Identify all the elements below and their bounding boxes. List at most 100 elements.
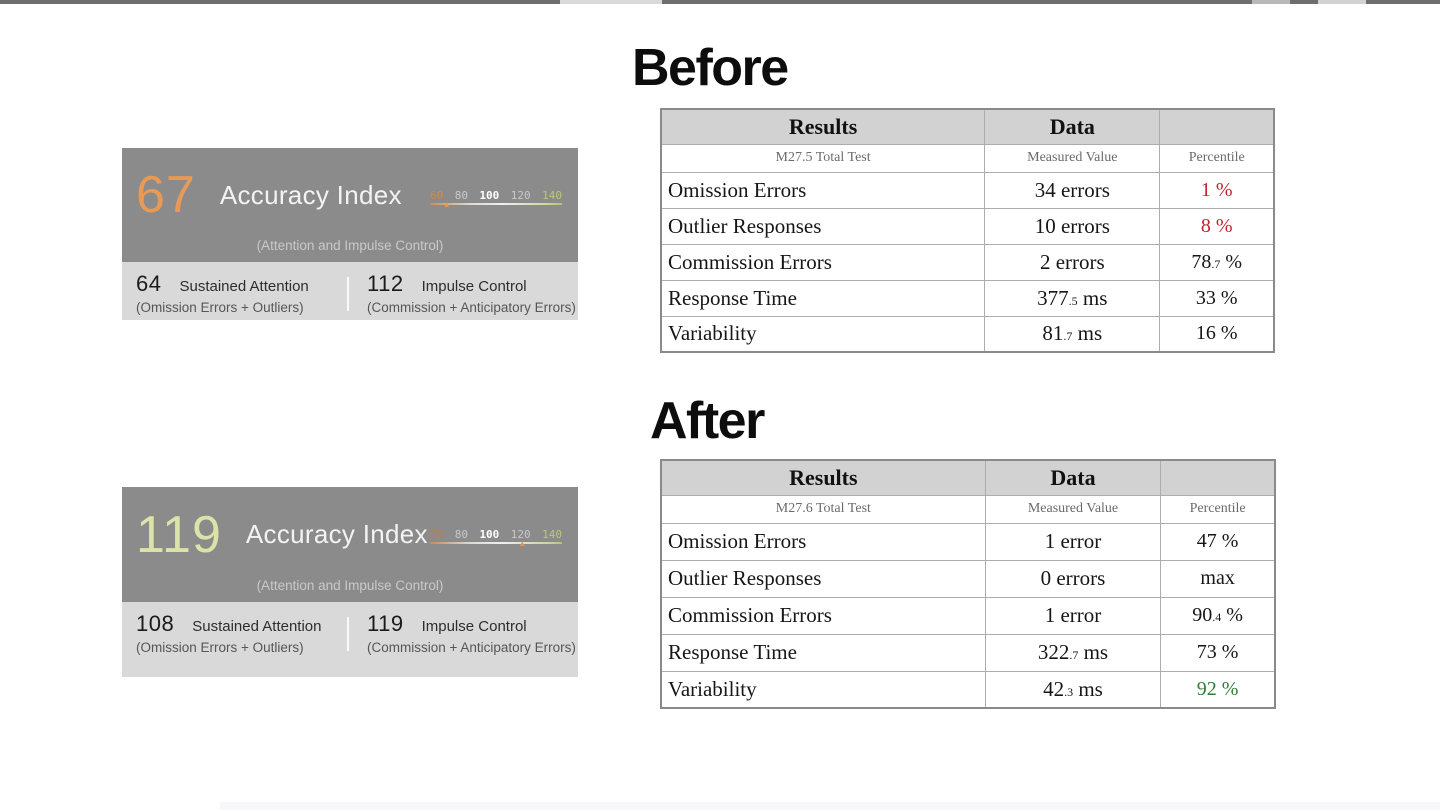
scale-marker-icon: ▲ xyxy=(442,199,451,209)
accuracy-score: 67 xyxy=(136,166,196,224)
sustained-attention-block: 108 Sustained Attention (Omission Errors… xyxy=(122,611,347,677)
progress-segment xyxy=(560,0,662,4)
scale-tick: 100 xyxy=(479,188,500,202)
impulse-control-block: 112 Impulse Control (Commission + Antici… xyxy=(349,271,578,320)
value-unit: errors xyxy=(1051,566,1106,590)
impulse-control-block: 119 Impulse Control (Commission + Antici… xyxy=(349,611,578,677)
table-subheader-row: M27.5 Total Test Measured Value Percenti… xyxy=(660,143,1275,173)
scale-tick: 140 xyxy=(542,188,562,202)
scale-tick: 120 xyxy=(510,188,531,202)
scale-marker-icon: ▲ xyxy=(518,539,527,548)
value-unit: errors xyxy=(1055,213,1110,238)
percentile-unit: % xyxy=(1216,677,1239,700)
accuracy-card-before-substats: 64 Sustained Attention (Omission Errors … xyxy=(122,262,578,320)
accuracy-title: Accuracy Index xyxy=(219,179,402,210)
row-percentile: 92 % xyxy=(1160,670,1276,709)
row-label: Outlier Responses xyxy=(660,207,986,245)
table-row: Omission Errors 34 errors 1 % xyxy=(660,171,1275,209)
subheader-test-name: M27.6 Total Test xyxy=(660,494,986,524)
vertical-divider xyxy=(347,617,349,651)
row-percentile: 16 % xyxy=(1159,315,1275,353)
scale-tick: 140 xyxy=(542,528,562,541)
subheader-percentile: Percentile xyxy=(1159,143,1275,173)
value-unit: ms xyxy=(1072,321,1103,346)
column-header-data: Data xyxy=(984,108,1161,145)
accuracy-card-after-main: 119 Accuracy Index 60 80 100 120 140 ▲ (Atte… xyxy=(122,487,578,602)
column-header-results: Results xyxy=(660,459,986,496)
progress-segment xyxy=(1252,0,1290,4)
impulse-control-detail: (Commission + Anticipatory Errors) xyxy=(367,640,576,655)
row-label: Variability xyxy=(660,670,986,709)
percentile-unit: % xyxy=(1221,604,1243,626)
row-label: Response Time xyxy=(660,279,986,317)
scale-ticks: 60 80 100 120 140 xyxy=(430,529,562,541)
table-row: Commission Errors 2 errors 78.7 % xyxy=(660,243,1275,281)
accuracy-score: 119 xyxy=(136,505,222,564)
percentile-unit: % xyxy=(1210,178,1233,201)
accuracy-card-before: 67 Accuracy Index 60 80 100 120 140 ▲ (Atten… xyxy=(122,148,578,320)
row-value: 42.3 ms xyxy=(984,670,1162,709)
sustained-attention-detail: (Omission Errors + Outliers) xyxy=(136,640,304,655)
subheader-percentile: Percentile xyxy=(1160,494,1276,524)
accuracy-title: Accuracy Index xyxy=(245,519,428,549)
percentile-decimal: .4 xyxy=(1212,610,1222,624)
row-label: Commission Errors xyxy=(660,243,986,281)
sustained-attention-value: 108 xyxy=(136,611,175,636)
row-percentile: 47 % xyxy=(1160,522,1276,561)
column-header-results: Results xyxy=(660,108,986,145)
row-value: 377.5 ms xyxy=(984,279,1161,317)
impulse-control-value: 119 xyxy=(367,611,404,636)
value-decimal: .7 xyxy=(1063,329,1073,344)
row-percentile: 8 % xyxy=(1159,207,1275,245)
row-label: Omission Errors xyxy=(660,171,986,209)
sustained-attention-value: 64 xyxy=(136,271,162,296)
row-label: Omission Errors xyxy=(660,522,986,561)
table-row: Outlier Responses 10 errors 8 % xyxy=(660,207,1275,245)
table-row: Response Time 377.5 ms 33 % xyxy=(660,279,1275,317)
accuracy-scale: 60 80 100 120 140 ▲ xyxy=(430,186,562,208)
row-label: Variability xyxy=(660,315,986,353)
video-progress-bar[interactable] xyxy=(0,0,1440,4)
row-label: Commission Errors xyxy=(660,596,986,635)
subheader-measured-value: Measured Value xyxy=(984,494,1162,524)
scale-tick: 60 xyxy=(430,528,444,541)
scale-gradient-line xyxy=(430,542,562,544)
accuracy-scale: 60 80 100 120 140 ▲ xyxy=(430,525,562,548)
table-row: Omission Errors 1 error 47 % xyxy=(660,522,1276,561)
row-percentile: 33 % xyxy=(1159,279,1275,317)
row-percentile: 90.4 % xyxy=(1160,596,1276,635)
results-table-after: Results Data M27.6 Total Test Measured V… xyxy=(660,459,1276,709)
percentile-decimal: .7 xyxy=(1211,256,1221,271)
row-percentile: 1 % xyxy=(1159,171,1275,209)
bottom-edge-strip xyxy=(220,802,1440,810)
row-value: 322.7 ms xyxy=(984,633,1162,672)
results-table-before: Results Data M27.5 Total Test Measured V… xyxy=(660,108,1275,353)
value-unit: error xyxy=(1055,603,1102,627)
table-row: Response Time 322.7 ms 73 % xyxy=(660,633,1276,672)
table-row: Variability 81.7 ms 16 % xyxy=(660,315,1275,353)
sustained-attention-label: Sustained Attention xyxy=(179,278,309,295)
accuracy-subtitle: (Attention and Impulse Control) xyxy=(256,238,444,253)
sustained-attention-label: Sustained Attention xyxy=(192,618,322,635)
value-unit: ms xyxy=(1078,640,1109,664)
section-heading-after: After xyxy=(650,392,765,450)
impulse-control-label: Impulse Control xyxy=(421,278,527,295)
scale-tick: 80 xyxy=(454,528,468,541)
value-unit: ms xyxy=(1073,676,1103,701)
percentile-unit: % xyxy=(1216,641,1239,663)
progress-segment xyxy=(1318,0,1366,4)
row-value: 0 errors xyxy=(984,559,1162,598)
table-row: Commission Errors 1 error 90.4 % xyxy=(660,596,1276,635)
scale-tick: 60 xyxy=(430,188,444,202)
percentile-unit: % xyxy=(1215,286,1238,309)
table-subheader-row: M27.6 Total Test Measured Value Percenti… xyxy=(660,494,1276,524)
scale-tick: 100 xyxy=(479,528,500,541)
table-row: Outlier Responses 0 errors max xyxy=(660,559,1276,598)
section-heading-before: Before xyxy=(632,39,789,97)
value-unit: errors xyxy=(1050,249,1105,274)
table-header-row: Results Data xyxy=(660,459,1276,496)
column-header-empty xyxy=(1159,108,1275,145)
accuracy-card-before-main: 67 Accuracy Index 60 80 100 120 140 ▲ (Atten… xyxy=(122,148,578,262)
accuracy-subtitle: (Attention and Impulse Control) xyxy=(256,578,444,593)
row-percentile: 73 % xyxy=(1160,633,1276,672)
